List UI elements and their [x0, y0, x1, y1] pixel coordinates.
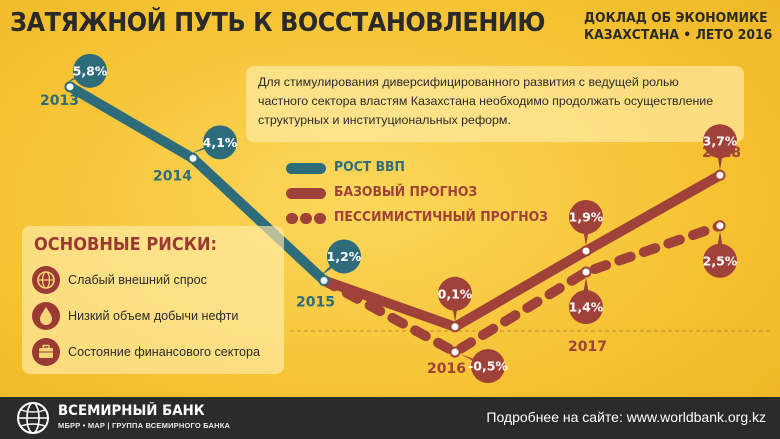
data-label: 1,2% — [327, 249, 362, 264]
year-label: 2013 — [40, 93, 79, 109]
year-label: 2016 — [427, 361, 466, 377]
data-point — [580, 245, 592, 257]
data-label: 0,1% — [438, 286, 473, 301]
year-label: 2014 — [153, 168, 192, 184]
legend-swatch-pessimistic — [286, 213, 326, 224]
data-point — [449, 346, 461, 358]
gdp-chart: 5,8% 4,1% 1,2% 0,1% 1,9% 3,7% -0,5% 1,4% 2,5% 201… — [40, 53, 770, 384]
risk-label: Слабый внешний спрос — [68, 273, 207, 287]
series-line-2 — [319, 220, 725, 358]
info-box: Для стимулирования диверсифицированного … — [246, 66, 744, 142]
value-bubble — [703, 124, 737, 159]
risks-panel: ОСНОВНЫЕ РИСКИ: Слабый внешний спрос Низ… — [22, 226, 284, 374]
data-point — [580, 266, 592, 278]
data-point — [187, 152, 199, 164]
bank-subtitle: МБРР • МАР | ГРУППА ВСЕМИРНОГО БАНКА — [58, 421, 231, 430]
data-label: 1,4% — [569, 300, 604, 315]
value-bubble — [438, 276, 472, 311]
briefcase-icon — [32, 338, 60, 366]
year-label: 2018 — [702, 145, 741, 161]
data-point — [318, 274, 330, 286]
risks-title: ОСНОВНЫЕ РИСКИ: — [34, 234, 217, 255]
data-label: 2,5% — [703, 253, 738, 268]
year-label: 2015 — [296, 294, 335, 310]
bank-name: ВСЕМИРНЫЙ БАНК — [58, 403, 205, 419]
data-label: -0,5% — [468, 359, 508, 374]
world-bank-logo-icon — [17, 402, 49, 434]
globe-icon — [32, 266, 60, 294]
report-line-2: КАЗАХСТАНА • ЛЕТО 2016 — [584, 27, 773, 43]
website-link[interactable]: Подробнее на сайте: www.worldbank.org.kz — [486, 409, 766, 425]
value-bubble — [569, 290, 603, 325]
report-label: ДОКЛАД ОБ ЭКОНОМИКЕ КАЗАХСТАНА • ЛЕТО 20… — [584, 10, 773, 44]
risk-label: Низкий объем добычи нефти — [68, 309, 239, 323]
oil-drop-icon — [32, 302, 60, 330]
value-bubble — [471, 349, 505, 384]
legend-label-pessimistic: ПЕССИМИСТИЧНЫЙ ПРОГНОЗ — [334, 209, 549, 225]
series-line-1 — [319, 170, 725, 332]
data-point — [449, 321, 461, 333]
legend-swatch-gdp — [286, 163, 326, 174]
report-line-1: ДОКЛАД ОБ ЭКОНОМИКЕ — [584, 10, 768, 26]
legend-swatch-baseline — [286, 188, 326, 199]
data-point — [714, 169, 726, 181]
footer: ВСЕМИРНЫЙ БАНК МБРР • МАР | ГРУППА ВСЕМИ… — [0, 397, 780, 439]
value-bubble — [203, 125, 237, 160]
value-bubble — [327, 239, 361, 274]
value-bubble — [569, 200, 603, 235]
data-label: 5,8% — [73, 63, 108, 78]
data-label: 4,1% — [203, 135, 238, 150]
data-label: 1,9% — [569, 210, 604, 225]
legend-label-baseline: БАЗОВЫЙ ПРОГНОЗ — [334, 184, 478, 200]
data-label: 3,7% — [703, 134, 738, 149]
data-point — [64, 81, 76, 93]
data-point — [714, 220, 726, 232]
risk-label: Состояние финансового сектора — [68, 345, 261, 359]
value-bubble — [73, 53, 107, 88]
page-title: ЗАТЯЖНОЙ ПУТЬ К ВОССТАНОВЛЕНИЮ — [10, 8, 546, 38]
year-label: 2017 — [568, 339, 607, 355]
legend-label-gdp: РОСТ ВВП — [334, 159, 405, 175]
value-bubble — [703, 243, 737, 278]
